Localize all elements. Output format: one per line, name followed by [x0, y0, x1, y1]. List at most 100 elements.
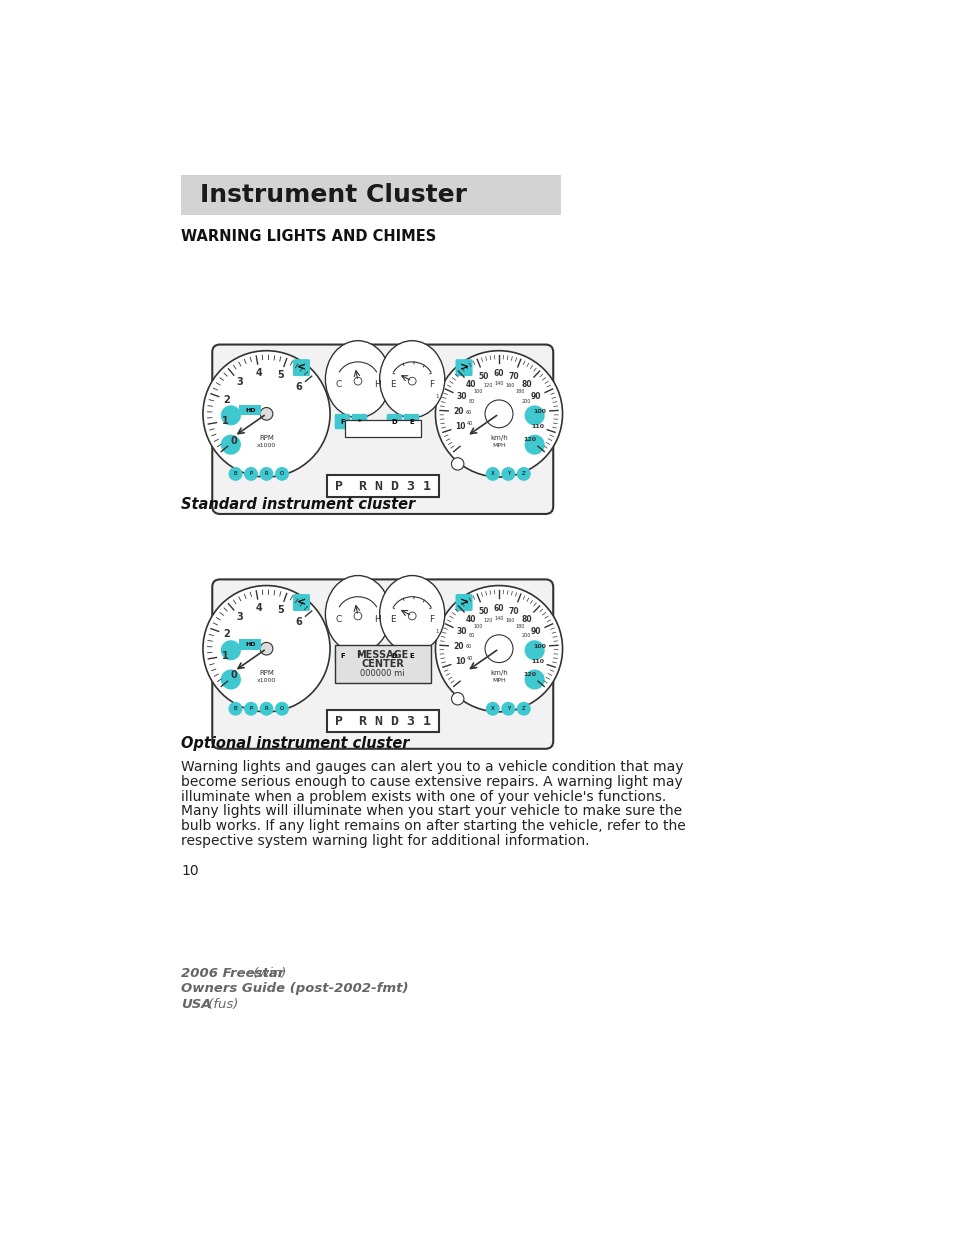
Text: 60: 60	[494, 604, 504, 613]
Text: 1: 1	[435, 629, 437, 634]
Text: Warning lights and gauges can alert you to a vehicle condition that may: Warning lights and gauges can alert you …	[181, 761, 683, 774]
Text: Z: Z	[521, 706, 525, 711]
Text: Z: Z	[521, 472, 525, 477]
Circle shape	[517, 701, 530, 716]
Text: 20: 20	[453, 408, 463, 416]
Text: 110: 110	[531, 424, 543, 429]
Circle shape	[260, 408, 273, 420]
FancyBboxPatch shape	[335, 414, 350, 430]
Text: R: R	[264, 472, 268, 477]
Text: 200: 200	[521, 399, 531, 404]
Text: O: O	[279, 706, 284, 711]
Text: D: D	[391, 419, 396, 425]
Circle shape	[408, 613, 416, 620]
Text: 60: 60	[465, 410, 471, 415]
Text: Owners Guide (post-2002-fmt): Owners Guide (post-2002-fmt)	[181, 982, 408, 995]
FancyBboxPatch shape	[352, 648, 367, 664]
Text: 180: 180	[515, 624, 524, 629]
Text: WARNING LIGHTS AND CHIMES: WARNING LIGHTS AND CHIMES	[181, 230, 436, 245]
Text: (fus): (fus)	[204, 998, 238, 1010]
Circle shape	[484, 635, 513, 663]
Text: 1: 1	[222, 651, 229, 661]
Text: H: H	[374, 615, 380, 625]
Text: 3: 3	[236, 611, 243, 621]
Text: Optional instrument cluster: Optional instrument cluster	[181, 736, 410, 751]
Circle shape	[451, 693, 463, 705]
Text: 40: 40	[465, 380, 476, 389]
Circle shape	[485, 467, 499, 480]
FancyBboxPatch shape	[455, 359, 472, 377]
FancyBboxPatch shape	[344, 420, 420, 437]
Circle shape	[220, 640, 241, 661]
Text: Many lights will illuminate when you start your vehicle to make sure the: Many lights will illuminate when you sta…	[181, 804, 681, 819]
Text: >: >	[459, 363, 468, 373]
Text: 70: 70	[508, 372, 518, 380]
Circle shape	[408, 377, 416, 385]
Circle shape	[435, 585, 562, 711]
Text: Standard instrument cluster: Standard instrument cluster	[181, 498, 416, 513]
Text: 120: 120	[523, 437, 537, 442]
FancyBboxPatch shape	[327, 475, 438, 496]
Text: 2006 Freestar: 2006 Freestar	[181, 967, 284, 979]
Ellipse shape	[379, 576, 444, 652]
Text: Y: Y	[506, 472, 510, 477]
Text: x1000: x1000	[256, 443, 275, 448]
Text: x1000: x1000	[256, 678, 275, 683]
Text: X: X	[491, 472, 495, 477]
Text: 3: 3	[236, 377, 243, 387]
Circle shape	[524, 669, 544, 689]
Text: P: P	[249, 706, 253, 711]
Text: km/h: km/h	[490, 435, 507, 441]
Text: 70: 70	[508, 606, 518, 615]
Text: 6: 6	[294, 382, 302, 391]
Circle shape	[451, 458, 463, 471]
Text: 80: 80	[468, 634, 474, 638]
FancyBboxPatch shape	[386, 414, 402, 430]
Circle shape	[517, 467, 530, 480]
Text: USA: USA	[181, 998, 212, 1010]
Circle shape	[229, 701, 242, 716]
Text: 140: 140	[494, 616, 503, 621]
Circle shape	[435, 351, 562, 477]
Text: km/h: km/h	[490, 669, 507, 676]
Text: E: E	[409, 419, 414, 425]
Text: 80: 80	[521, 615, 532, 624]
Text: 100: 100	[533, 643, 545, 648]
Text: MESSAGE: MESSAGE	[356, 650, 409, 659]
Text: <: <	[296, 598, 306, 608]
Text: O: O	[279, 472, 284, 477]
FancyBboxPatch shape	[293, 594, 310, 611]
Text: 110: 110	[531, 659, 543, 664]
Text: 30: 30	[456, 393, 467, 401]
Text: 160: 160	[505, 618, 515, 622]
Text: 4: 4	[255, 603, 262, 613]
Ellipse shape	[325, 576, 390, 652]
FancyBboxPatch shape	[403, 648, 418, 664]
Text: 10: 10	[455, 422, 465, 431]
Text: 40: 40	[466, 421, 473, 426]
Circle shape	[485, 701, 499, 716]
Text: 80: 80	[468, 399, 474, 404]
Text: 5: 5	[277, 605, 284, 615]
Text: 20: 20	[453, 642, 463, 651]
Text: E: E	[409, 653, 414, 659]
Text: 10: 10	[455, 657, 465, 666]
FancyBboxPatch shape	[212, 345, 553, 514]
Text: respective system warning light for additional information.: respective system warning light for addi…	[181, 834, 589, 847]
Text: D: D	[391, 653, 396, 659]
Circle shape	[500, 701, 515, 716]
Text: 120: 120	[482, 618, 492, 622]
Text: MPH: MPH	[492, 443, 505, 448]
Circle shape	[524, 405, 544, 425]
Text: 000000 mi: 000000 mi	[360, 669, 405, 678]
Text: B: B	[233, 472, 237, 477]
Text: E: E	[390, 380, 395, 389]
FancyBboxPatch shape	[403, 414, 418, 430]
Text: HD: HD	[246, 408, 256, 412]
Text: 50: 50	[478, 606, 489, 615]
Circle shape	[524, 435, 544, 454]
Text: >: >	[459, 598, 468, 608]
Ellipse shape	[325, 341, 390, 417]
Text: 60: 60	[465, 645, 471, 650]
Text: *: *	[357, 653, 361, 659]
